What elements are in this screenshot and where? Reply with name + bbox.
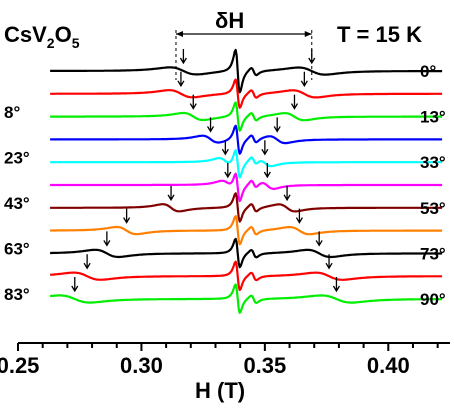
spectrum-trace <box>50 215 443 246</box>
temperature-label: T = 15 K <box>337 22 422 47</box>
resonance-arrow-icon <box>295 208 303 224</box>
resonance-arrow-icon <box>283 185 291 202</box>
spectrum-trace <box>50 48 443 94</box>
resonance-arrow-icon <box>325 254 333 270</box>
resonance-arrow-icon <box>221 140 229 156</box>
x-tick-label: 0.30 <box>120 353 163 378</box>
resonance-arrow-icon <box>315 231 323 247</box>
resonance-arrow-icon <box>290 94 299 110</box>
resonance-arrow-icon <box>179 49 187 65</box>
delta-h-arrowhead-left <box>175 31 183 37</box>
spectrum-trace <box>49 260 443 292</box>
traces-group <box>49 48 443 314</box>
resonance-arrow-icon <box>261 140 269 156</box>
angle-label: 63° <box>4 240 30 259</box>
x-axis: 0.25 0.30 0.35 0.40 <box>0 342 450 378</box>
angle-label: 53° <box>420 199 446 218</box>
angle-label: 43° <box>4 194 30 213</box>
x-tick-label: 0.35 <box>243 353 286 378</box>
delta-h-label: δH <box>215 8 244 33</box>
spectrum-trace <box>50 124 443 155</box>
angle-label: 23° <box>4 148 30 167</box>
resonance-arrow-icon <box>206 117 215 133</box>
resonance-arrow-icon <box>167 185 175 202</box>
resonance-arrow-icon <box>103 231 111 247</box>
angle-labels-group: 0° 8° 13° 23° 33° 43° 53° 63° 73° 83° 90° <box>4 62 446 309</box>
angle-label: 13° <box>420 108 446 127</box>
chart-title: CsV2O5 <box>4 22 80 51</box>
chart-title-main: CsV <box>4 22 47 47</box>
resonance-arrow-icon <box>224 163 232 179</box>
angle-label: 83° <box>4 285 30 304</box>
spectrum-trace <box>49 283 443 314</box>
delta-h-arrowhead-right <box>304 31 312 37</box>
chart-title-sub1: 2 <box>47 35 55 51</box>
x-tick-label: 0.40 <box>367 353 410 378</box>
resonance-arrow-icon <box>123 208 131 224</box>
angle-label: 33° <box>420 153 446 172</box>
angle-label: 73° <box>420 244 446 263</box>
resonance-arrow-icon <box>177 71 185 88</box>
spectrum-trace <box>50 78 443 109</box>
angle-label: 0° <box>420 62 436 81</box>
spectrum-trace <box>50 149 443 179</box>
resonance-arrow-icon <box>189 94 197 110</box>
spectrum-trace <box>50 237 443 269</box>
chart-title-mid: O <box>55 22 72 47</box>
chart-title-sub2: 5 <box>72 35 80 51</box>
spectrum-trace <box>50 101 443 132</box>
resonance-arrow-icon <box>273 117 281 133</box>
spectrum-trace <box>50 172 443 203</box>
resonance-arrow-icon <box>300 71 308 88</box>
resonance-arrow-icon <box>263 163 271 179</box>
angle-label: 90° <box>420 290 446 309</box>
x-tick-label: 0.25 <box>0 353 39 378</box>
resonance-arrow-icon <box>71 277 79 293</box>
resonance-arrow-icon <box>332 277 341 293</box>
x-axis-label: H (T) <box>195 378 245 403</box>
angle-label: 8° <box>4 103 20 122</box>
resonance-arrow-icon <box>83 254 91 270</box>
spectrum-trace <box>50 192 443 223</box>
delta-h-indicator <box>175 30 313 80</box>
resonance-arrow-icon <box>308 49 316 65</box>
